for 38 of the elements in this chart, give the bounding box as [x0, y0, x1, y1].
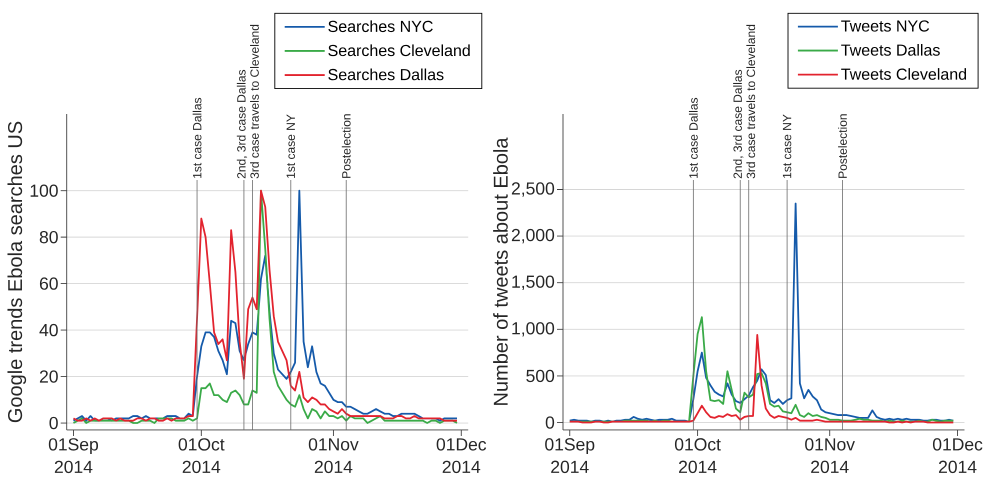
ref-line-label: 1st case Dallas: [688, 98, 698, 178]
ref-line-label: 1st case Dallas: [192, 98, 202, 178]
y-tick-label: 80: [40, 230, 58, 244]
x-tick-label: 01Oct 2014: [674, 438, 721, 474]
ref-line-label: 3rd case travels to Cleveland: [250, 24, 259, 178]
legend-label: Tweets NYC: [841, 20, 930, 32]
y-tick-label: 2,000: [512, 228, 554, 244]
y-tick-label: 1,500: [512, 275, 554, 290]
y-tick-label: 2,500: [512, 182, 554, 197]
legend-label: Searches Cleveland: [328, 44, 470, 56]
y-tick-label: 1,000: [512, 322, 554, 337]
ref-line-label: Postelection: [342, 114, 351, 178]
legend-label: Tweets Cleveland: [841, 68, 966, 80]
y-tick-label: 500: [526, 370, 554, 382]
x-tick-label: 01Oct 2014: [178, 438, 225, 474]
ref-line-label: 2nd, 3rd case Dallas: [236, 70, 248, 178]
x-tick-label: 01Dec 2014: [932, 438, 982, 474]
y-tick-label: 40: [39, 324, 58, 336]
legend-label: Tweets Dallas: [841, 44, 940, 56]
ref-line-label: Postelection: [838, 114, 847, 178]
x-tick-label: 01Nov 2014: [308, 438, 359, 474]
ref-line-label: 2nd, 3rd case Dallas: [733, 70, 744, 178]
ref-line-label: 1st case NY: [286, 114, 295, 178]
x-tick-label: 01Dec 2014: [436, 438, 486, 474]
ref-line-label: 3rd case travels to Cleveland: [746, 24, 756, 178]
x-tick-label: 01Sep 2014: [48, 438, 98, 474]
y-tick-label: 60: [40, 277, 58, 290]
ref-line-label: 1st case NY: [782, 114, 792, 178]
y-tick-label: 100: [30, 184, 58, 197]
x-tick-label: 01Nov 2014: [805, 438, 855, 474]
y-axis-title: Google trends Ebola searches US: [7, 122, 26, 422]
legend-label: Searches Dallas: [328, 68, 444, 80]
y-axis-title: Number of tweets about Ebola: [493, 138, 508, 405]
legend-label: Searches NYC: [328, 20, 433, 32]
x-tick-label: 01Sep 2014: [545, 438, 594, 474]
y-tick-label: 20: [40, 370, 58, 383]
y-tick-label: 0: [546, 416, 554, 429]
y-tick-label: 0: [49, 416, 58, 430]
